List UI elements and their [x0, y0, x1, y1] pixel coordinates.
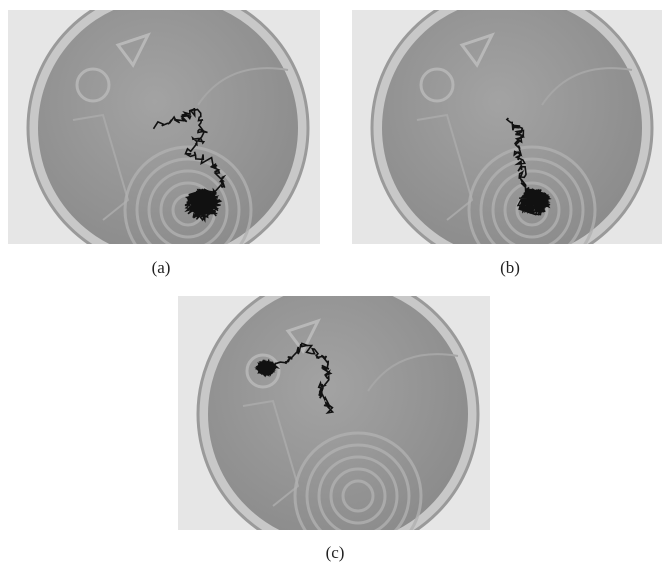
trajectory: [505, 117, 535, 202]
quadrilateral: [115, 32, 151, 68]
arc: [541, 67, 633, 106]
ring: [467, 145, 597, 244]
arc: [242, 399, 300, 507]
dish-agar: [208, 296, 468, 530]
ring: [135, 157, 241, 244]
ring: [75, 67, 111, 103]
ring: [305, 443, 411, 530]
ring: [317, 455, 399, 530]
ring: [503, 181, 561, 239]
dish-agar: [38, 10, 298, 244]
ring: [341, 479, 375, 513]
trajectory-cluster: [516, 188, 552, 216]
ring: [245, 353, 281, 389]
arc: [197, 67, 289, 106]
ring: [293, 431, 423, 530]
ring: [147, 169, 229, 244]
ring: [491, 169, 573, 244]
ring: [479, 157, 585, 244]
trajectory-cluster: [184, 188, 223, 223]
ring: [329, 467, 387, 525]
dish-photo: [178, 296, 490, 530]
arc: [367, 353, 459, 392]
ring: [419, 67, 455, 103]
caption: (c): [325, 543, 345, 562]
trajectory: [260, 342, 335, 414]
ring: [123, 145, 253, 244]
caption: (b): [500, 258, 520, 277]
dish-photo: [352, 10, 662, 244]
trajectory-cluster: [254, 358, 278, 378]
caption: (a): [151, 258, 171, 277]
arc: [72, 113, 130, 221]
quadrilateral: [459, 32, 495, 68]
dish-photo: [8, 10, 320, 244]
arc: [416, 113, 474, 221]
quadrilateral: [285, 318, 321, 354]
